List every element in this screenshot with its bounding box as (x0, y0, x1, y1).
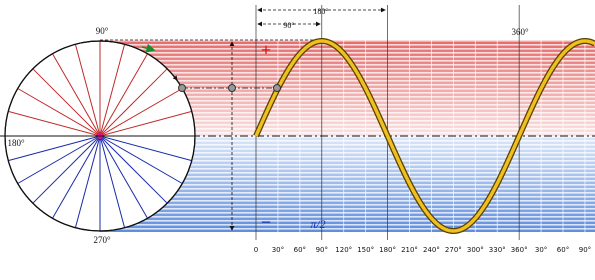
x-tick-label: 90° (579, 246, 591, 254)
circle-label: 180° (7, 138, 25, 148)
spoke (99, 53, 148, 137)
spoke (99, 44, 126, 137)
spoke (74, 135, 101, 228)
rotation-arrow (141, 43, 156, 53)
x-tick-label: 180° (379, 246, 396, 254)
x-tick-label: 30° (272, 246, 284, 254)
x-tick-label: 30° (535, 246, 547, 254)
vector-point (178, 84, 186, 92)
x-tick-label: 360° (511, 246, 528, 254)
x-tick-label: 210° (401, 246, 418, 254)
x-tick-label: 330° (489, 246, 506, 254)
spoke (17, 135, 101, 184)
spoke (17, 88, 101, 137)
circle-label: 90° (96, 26, 109, 36)
wave-label: 360° (511, 27, 529, 37)
spoke (99, 135, 192, 162)
x-tick-label: 300° (467, 246, 484, 254)
wave-point (273, 84, 281, 92)
negative-sign: − (261, 212, 271, 232)
sine-wave (254, 39, 595, 233)
spoke (8, 110, 101, 137)
phase-label: π/2 (310, 217, 325, 231)
spoke (32, 68, 101, 137)
x-tick-label: 60° (557, 246, 569, 254)
spoke (99, 110, 192, 137)
spoke (99, 135, 183, 184)
spoke (99, 135, 148, 219)
projection-point (228, 84, 236, 92)
spoke (99, 68, 168, 137)
spoke (99, 135, 168, 204)
spoke (99, 88, 183, 137)
spoke (74, 44, 101, 137)
x-tick-label: 60° (294, 246, 306, 254)
positive-sign: + (261, 40, 271, 60)
rotation-arc (112, 41, 178, 81)
circle-label: 270° (93, 235, 111, 245)
spoke (32, 135, 101, 204)
x-tick-label: 270° (445, 246, 462, 254)
spoke (8, 135, 101, 162)
x-tick-label: 90° (316, 246, 328, 254)
x-tick-label: 150° (357, 246, 374, 254)
spoke (99, 135, 126, 228)
dimension-label: 180° (313, 7, 328, 16)
x-tick-label: 120° (335, 246, 352, 254)
dimension-label: 90° (283, 21, 294, 30)
spoke (52, 135, 101, 219)
x-tick-label: 240° (423, 246, 440, 254)
spoke (52, 53, 101, 137)
x-tick-label: 0 (254, 246, 258, 254)
